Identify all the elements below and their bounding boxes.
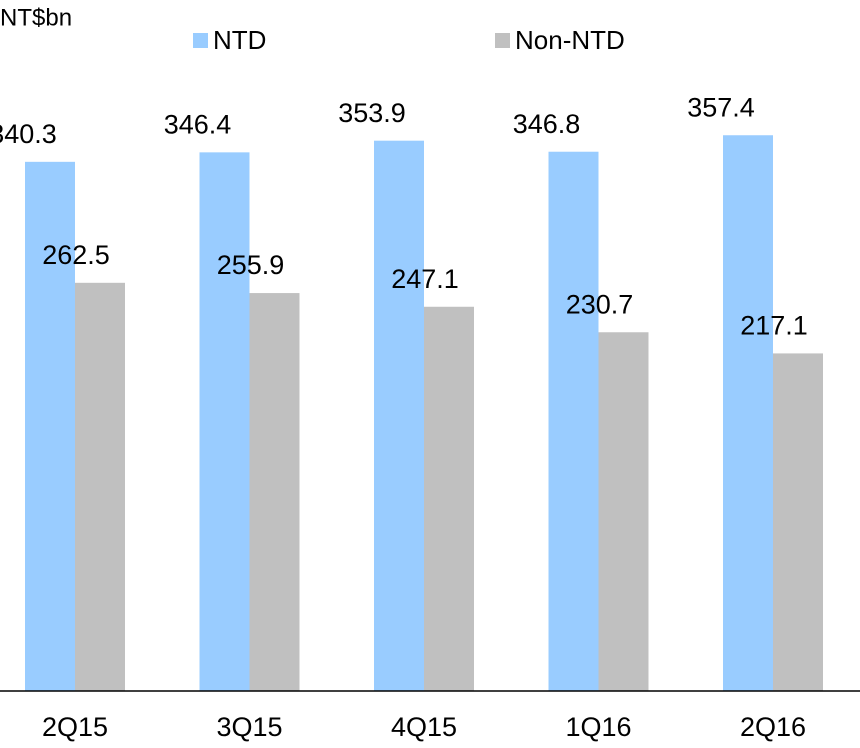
bar — [424, 306, 474, 691]
x-tick-label: 3Q15 — [216, 712, 282, 742]
unit-label: NT$bn — [0, 4, 72, 31]
value-label: 346.8 — [513, 109, 581, 139]
legend-swatch — [495, 33, 510, 48]
bar — [374, 140, 424, 692]
value-label: 255.9 — [217, 250, 285, 280]
bar — [773, 353, 823, 691]
value-label: 340.3 — [0, 119, 57, 149]
bar — [25, 161, 75, 691]
legend-swatch — [193, 33, 208, 48]
bar — [249, 293, 300, 691]
value-label: 357.4 — [687, 92, 755, 122]
x-tick-label: 2Q16 — [740, 712, 806, 742]
bar — [75, 282, 125, 691]
legend-label: NTD — [213, 25, 266, 55]
x-tick-label: 2Q15 — [42, 712, 108, 742]
bar — [199, 152, 250, 691]
value-label: 230.7 — [566, 289, 634, 319]
x-tick-label: 1Q16 — [565, 712, 631, 742]
bar — [548, 151, 599, 691]
legend-label: Non-NTD — [515, 25, 625, 55]
x-tick-label: 4Q15 — [391, 712, 457, 742]
value-label: 346.4 — [164, 109, 232, 139]
value-label: 247.1 — [391, 264, 459, 294]
bar — [598, 332, 649, 691]
bar — [723, 135, 773, 692]
value-label: 262.5 — [42, 240, 110, 270]
value-label: 353.9 — [338, 98, 406, 128]
value-label: 217.1 — [740, 311, 808, 341]
